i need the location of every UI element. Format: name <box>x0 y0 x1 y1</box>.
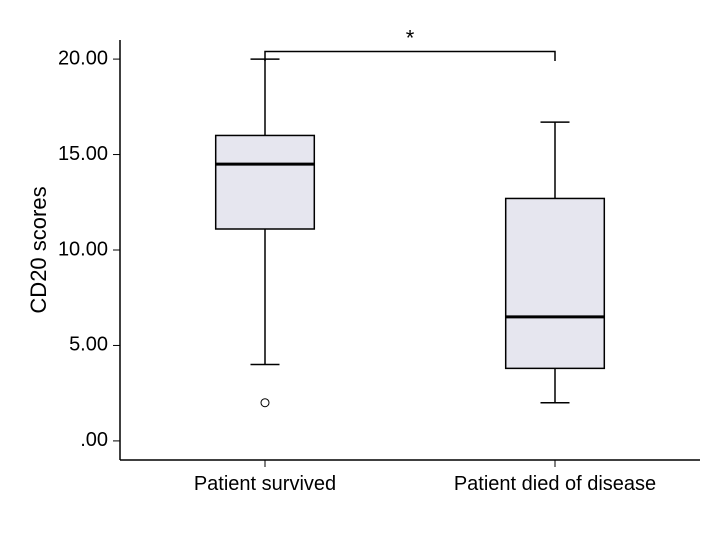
significance-bracket <box>265 51 555 61</box>
significance-marker: * <box>406 25 415 50</box>
box <box>506 198 605 368</box>
x-category-label: Patient survived <box>194 473 336 495</box>
y-tick-label: 10.00 <box>58 238 108 260</box>
y-tick-label: 5.00 <box>69 334 108 356</box>
y-tick-label: 15.00 <box>58 143 108 165</box>
outlier-point <box>261 399 269 407</box>
y-tick-label: 20.00 <box>58 47 108 69</box>
y-axis-title: CD20 scores <box>26 186 51 313</box>
boxplot-chart: .00 5.00 10.00 15.00 20.00 CD20 scores Patient… <box>0 0 726 537</box>
chart-container: .00 5.00 10.00 15.00 20.00 CD20 scores Patient… <box>0 0 726 537</box>
box <box>216 135 315 229</box>
x-category-label: Patient died of disease <box>454 473 656 495</box>
y-tick-label: .00 <box>80 429 108 451</box>
